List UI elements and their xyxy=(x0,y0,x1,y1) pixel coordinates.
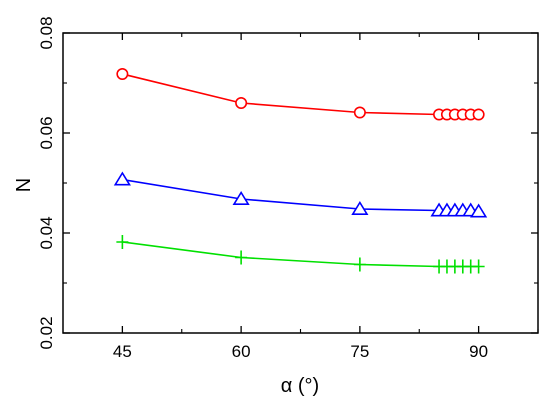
data-point-circle xyxy=(116,68,129,81)
y-tick-label: 0.02 xyxy=(37,316,56,349)
series-triangle xyxy=(113,171,488,218)
x-tick-label: 75 xyxy=(350,342,369,361)
x-tick-label: 60 xyxy=(232,342,251,361)
y-axis-label: N xyxy=(13,178,35,192)
axis-ticks: 45 60 75 90 0.02 0.04 0.06 0.08 xyxy=(37,16,539,361)
x-axis-label: α (°) xyxy=(281,375,319,397)
data-point-triangle xyxy=(232,190,250,205)
y-tick-label: 0.08 xyxy=(37,16,56,49)
data-point-triangle xyxy=(113,171,131,186)
series-circle xyxy=(116,68,485,121)
data-point-circle xyxy=(472,108,485,121)
data-point-plus xyxy=(116,235,129,249)
plot-frame xyxy=(62,32,539,334)
series-plus xyxy=(116,235,485,274)
data-point-circle xyxy=(353,106,366,119)
series-line xyxy=(122,178,479,213)
data-point-triangle xyxy=(470,203,488,218)
data-point-circle xyxy=(235,97,248,110)
x-tick-label: 45 xyxy=(113,342,132,361)
data-point-plus xyxy=(472,259,485,274)
series-line xyxy=(122,73,479,116)
series-line xyxy=(122,241,479,268)
series-layer xyxy=(113,68,488,274)
y-tick-label: 0.04 xyxy=(37,216,56,249)
data-point-plus xyxy=(353,257,366,272)
x-tick-label: 90 xyxy=(469,342,488,361)
data-point-triangle xyxy=(351,200,369,215)
data-point-plus xyxy=(235,250,248,265)
y-tick-label: 0.06 xyxy=(37,116,56,149)
